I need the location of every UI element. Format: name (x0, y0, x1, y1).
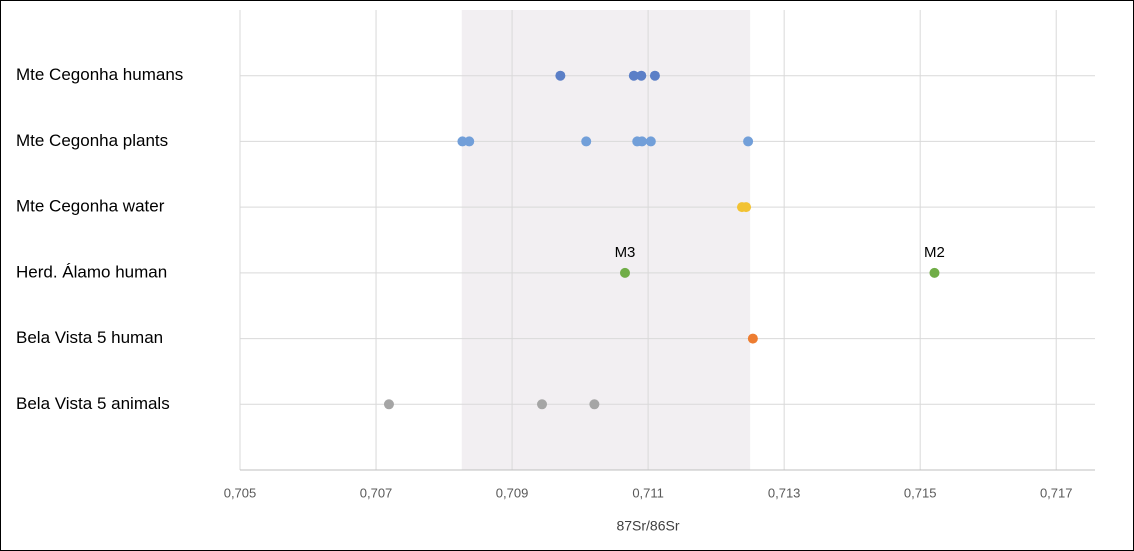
point (537, 399, 548, 410)
point (747, 333, 758, 344)
point (464, 136, 475, 147)
y-tick-label: Mte Cegonha water (16, 197, 165, 216)
point (743, 136, 754, 147)
point (589, 399, 600, 410)
point (628, 70, 639, 81)
point-label: M3 (615, 244, 636, 261)
point (645, 136, 656, 147)
y-tick-label: Mte Cegonha humans (16, 65, 183, 84)
x-tick-label: 0,707 (360, 485, 393, 500)
y-tick-label: Bela Vista 5 animals (16, 394, 170, 413)
point (636, 70, 647, 81)
x-axis-title: 87Sr/86Sr (616, 518, 679, 534)
point (383, 399, 394, 410)
y-tick-label: Mte Cegonha plants (16, 131, 168, 150)
x-tick-label: 0,709 (496, 485, 529, 500)
point (929, 267, 940, 278)
x-tick-label: 0,717 (1040, 485, 1073, 500)
x-tick-label: 0,711 (632, 485, 664, 500)
point (619, 267, 630, 278)
point (741, 202, 752, 213)
point (636, 136, 647, 147)
y-tick-label: Herd. Álamo human (16, 262, 167, 281)
x-tick-label: 0,715 (904, 485, 937, 500)
point (555, 70, 566, 81)
x-tick-label: 0,705 (224, 485, 257, 500)
point (649, 70, 660, 81)
y-tick-label: Bela Vista 5 human (16, 328, 163, 347)
x-tick-label: 0,713 (768, 485, 801, 500)
point (581, 136, 592, 147)
reference-band (461, 10, 751, 470)
point-label: M2 (924, 244, 945, 261)
